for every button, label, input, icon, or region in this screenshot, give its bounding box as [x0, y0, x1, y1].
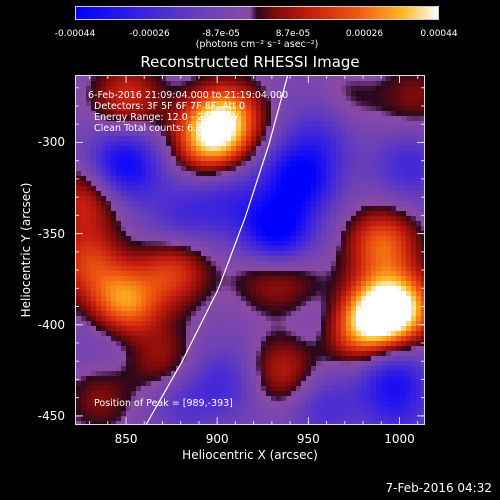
overlay-peak-position: Position of Peak = [989,-393] — [94, 398, 233, 409]
y-tick-label: -450 — [37, 408, 65, 423]
colorbar-tick-label: 0.00044 — [420, 29, 458, 39]
solar-limb-overlay — [145, 76, 289, 424]
overlay-energy-range: Energy Range: 12.0 - 25.0 keV — [94, 112, 239, 123]
colorbar-unit-label: (photons cm⁻² s⁻¹ asec⁻²) — [195, 39, 319, 50]
x-tick-label: 850 — [114, 432, 138, 446]
chart-title: Reconstructed RHESSI Image — [140, 53, 360, 71]
render-timestamp: 7-Feb-2016 04:32 — [385, 481, 492, 495]
heatmap-image — [76, 76, 424, 424]
colorbar-tick-label: -0.00044 — [54, 29, 96, 39]
y-tick-label: -400 — [37, 317, 65, 332]
colorbar-tick-label: -0.00026 — [129, 29, 170, 39]
x-tick-label: 1000 — [384, 432, 415, 446]
y-tick-label: -350 — [37, 226, 65, 241]
plot-area: 6-Feb-2016 21:09:04.000 to 21:19:04.000 … — [75, 75, 425, 425]
x-tick-label: 900 — [205, 432, 229, 446]
x-tick-label: 950 — [296, 432, 320, 446]
colorbar-tick-label: 0.00026 — [345, 29, 384, 39]
colorbar-tick-label: 8.7e-05 — [275, 29, 311, 39]
x-axis-label: Heliocentric X (arcsec) — [182, 448, 318, 462]
solar-limb-line — [145, 76, 289, 424]
overlay-detectors: Detectors: 3F 5F 6F 7F 8F, Att 0 — [94, 101, 246, 112]
colorbar-tick-label: -8.7e-05 — [202, 29, 240, 39]
overlay-time-range: 6-Feb-2016 21:09:04.000 to 21:19:04.000 — [88, 90, 289, 101]
y-axis-label: Heliocentric Y (arcsec) — [19, 182, 33, 318]
overlay-clean-counts: Clean Total counts: 6.32E+03 — [94, 123, 235, 134]
y-tick-label: -300 — [37, 135, 65, 150]
colorbar — [75, 6, 439, 20]
